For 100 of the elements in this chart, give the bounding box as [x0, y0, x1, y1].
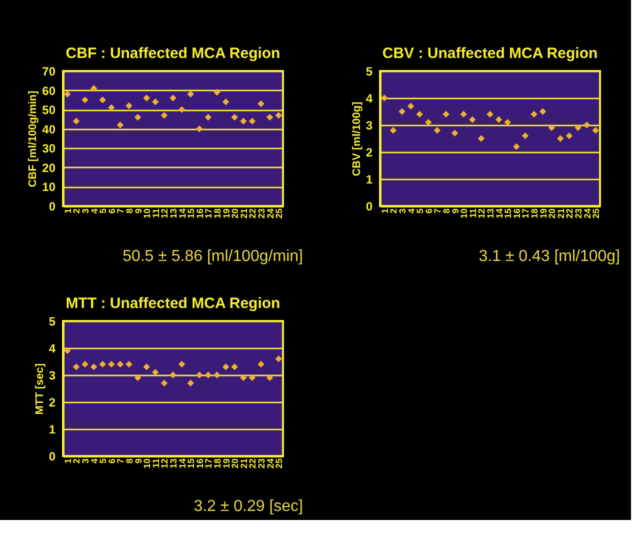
point — [486, 110, 494, 118]
point — [108, 104, 115, 111]
point — [258, 100, 264, 108]
point — [160, 112, 168, 119]
y-tick-label: 5 — [48, 314, 56, 328]
point — [152, 368, 159, 376]
point — [469, 116, 476, 123]
point — [478, 135, 485, 142]
point — [90, 85, 98, 92]
x-tick-label: 18 — [212, 458, 222, 469]
point — [222, 364, 230, 370]
point — [116, 122, 124, 128]
point — [231, 364, 238, 370]
x-tick-label: 25 — [591, 208, 602, 219]
x-tick-label: 6 — [424, 208, 434, 214]
x-tick-label: 5 — [415, 208, 426, 214]
x-tick-label: 25 — [274, 458, 284, 469]
y-tick-label: 0 — [48, 200, 56, 214]
x-tick-label: 13 — [486, 208, 496, 219]
y-tick-label: 0 — [366, 200, 373, 214]
point — [248, 118, 256, 124]
x-tick-label: 22 — [564, 208, 575, 219]
point — [574, 124, 582, 132]
point — [143, 364, 150, 370]
x-tick-label: 20 — [547, 208, 558, 219]
point — [178, 106, 186, 113]
y-axis-title: MTT [sec] — [34, 363, 46, 415]
point — [160, 380, 168, 386]
x-tick-label: 22 — [248, 208, 258, 219]
point — [266, 114, 274, 121]
x-tick-label: 4 — [89, 208, 100, 214]
point — [72, 118, 80, 124]
point — [99, 360, 106, 368]
y-tick-label: 5 — [366, 64, 373, 78]
x-tick-label: 23 — [256, 208, 266, 219]
x-tick-label: 19 — [221, 208, 232, 219]
x-tick-label: 10 — [142, 458, 152, 469]
point — [178, 360, 186, 368]
point — [126, 360, 132, 368]
point — [275, 355, 282, 362]
y-tick-label: 3 — [48, 368, 56, 382]
point — [82, 360, 88, 368]
point — [460, 110, 467, 118]
point — [530, 110, 538, 118]
y-tick-label: 30 — [42, 142, 56, 156]
y-axis-title: CBV [ml/100g] — [350, 101, 363, 176]
point — [222, 98, 230, 106]
point — [240, 118, 247, 124]
chart-title: MTT : Unaffected MCA Region — [66, 295, 280, 312]
x-tick-label: 8 — [442, 208, 452, 214]
point — [266, 374, 274, 382]
x-tick-label: 12 — [160, 458, 170, 469]
point — [275, 112, 282, 119]
text: 3.1 ± 0.43 [ml/100g] — [478, 248, 620, 265]
x-tick-label: 23 — [574, 208, 584, 219]
y-tick-label: 40 — [42, 122, 56, 136]
y-tick-label: 70 — [42, 64, 56, 78]
x-tick-label: 5 — [98, 458, 108, 464]
x-tick-label: 20 — [230, 208, 240, 219]
x-tick-label: 10 — [142, 208, 152, 219]
point — [170, 94, 176, 102]
x-tick-label: 16 — [194, 208, 205, 219]
y-tick-label: 4 — [48, 342, 56, 356]
x-tick-label: 15 — [503, 208, 514, 219]
point — [134, 374, 142, 382]
point — [214, 88, 220, 96]
y-tick-label: 3 — [366, 118, 373, 132]
x-tick-label: 16 — [194, 458, 205, 469]
x-tick-label: 5 — [98, 208, 108, 214]
x-tick-label: 11 — [150, 208, 161, 218]
point — [64, 90, 71, 98]
point — [390, 127, 397, 134]
y-tick-label: 10 — [42, 180, 56, 194]
point — [248, 374, 256, 382]
x-tick-label: 18 — [212, 208, 222, 219]
point — [99, 96, 106, 104]
x-tick-label: 4 — [406, 208, 416, 214]
x-tick-label: 7 — [116, 458, 126, 464]
point — [187, 380, 194, 386]
y-tick-label: 1 — [48, 422, 56, 436]
point — [134, 114, 142, 121]
x-tick-label: 9 — [450, 208, 460, 214]
x-tick-label: 20 — [230, 458, 240, 469]
x-tick-label: 3 — [80, 458, 90, 464]
x-tick-label: 21 — [556, 208, 566, 219]
point — [204, 372, 212, 378]
y-tick-label: 60 — [42, 84, 56, 98]
point — [231, 114, 238, 121]
x-tick-label: 24 — [582, 208, 592, 219]
y-tick-label: 20 — [42, 160, 56, 175]
x-tick-label: 24 — [265, 458, 276, 469]
point — [152, 98, 159, 106]
x-tick-label: 21 — [238, 208, 249, 219]
x-tick-label: 13 — [168, 458, 178, 469]
x-tick-label: 19 — [221, 458, 232, 469]
x-tick-label: 2 — [388, 208, 399, 214]
x-tick-label: 10 — [459, 208, 470, 219]
x-tick-label: 16 — [512, 208, 522, 219]
y-tick-label: 2 — [48, 396, 56, 410]
x-tick-label: 1 — [62, 458, 73, 464]
